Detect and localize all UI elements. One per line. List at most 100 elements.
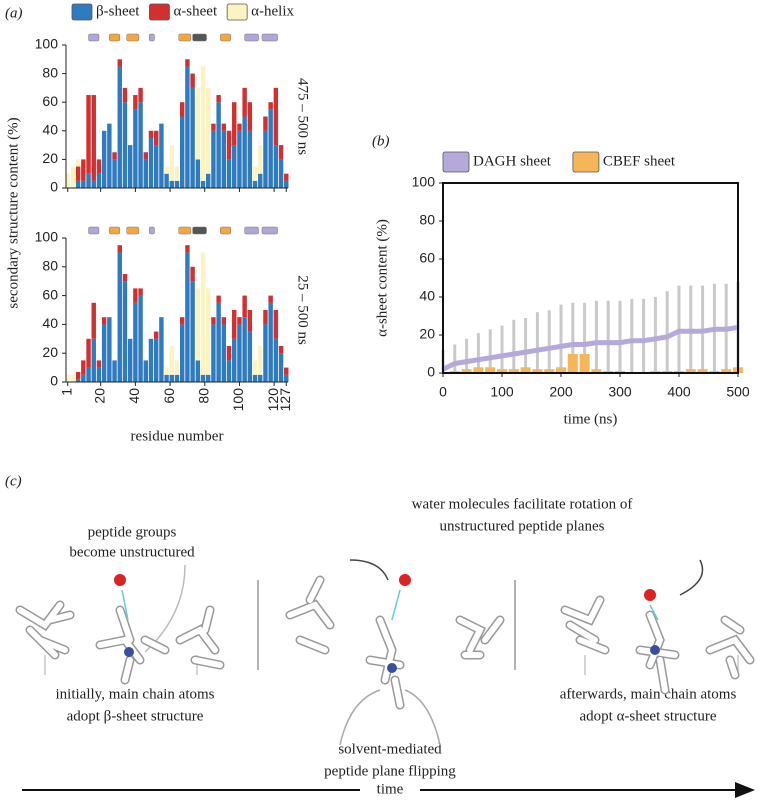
structure-band (244, 226, 259, 235)
x-axis-label: residue number (131, 428, 224, 444)
bar-segment (75, 180, 81, 188)
diagram-decor (22, 559, 755, 798)
bar-segment (268, 295, 273, 303)
bar-segment (226, 360, 232, 382)
bar-segment (258, 346, 263, 375)
structure-band (261, 226, 278, 235)
pointer (404, 689, 441, 746)
bar-segment (216, 102, 221, 188)
bar-segment (81, 360, 86, 375)
bar-segment (273, 338, 279, 382)
structure-band (192, 33, 207, 42)
bar-segment (179, 102, 185, 117)
bar-segment (179, 116, 185, 188)
y-tick-label: 100 (35, 229, 59, 245)
structure-band (149, 33, 155, 42)
bar (556, 367, 566, 373)
bar-segment (112, 159, 117, 188)
note-line: afterwards, main chain atoms (560, 686, 737, 702)
bar-segment (153, 130, 159, 146)
bar-segment (221, 317, 227, 325)
hbond (121, 589, 129, 621)
legend-swatch (442, 151, 470, 173)
bar-segment (107, 317, 112, 382)
bar-segment (65, 374, 70, 382)
bar-segment (153, 331, 159, 339)
molecules (15, 574, 755, 710)
bar-segment (133, 288, 138, 303)
note-line: solvent-mediated (338, 741, 442, 757)
bar-segment (190, 266, 195, 282)
bar-segment (278, 346, 284, 354)
bar-segment (206, 288, 211, 375)
atom (399, 574, 411, 586)
bar-segment (263, 130, 268, 188)
bar-segment (174, 374, 180, 382)
y-tick-label: 80 (419, 212, 435, 228)
bar-segment (284, 173, 289, 181)
structure-band (244, 33, 259, 42)
x-tick-label: 500 (726, 384, 750, 400)
bar-segment (122, 281, 128, 382)
bar-segment (101, 324, 107, 382)
panel-label: (a) (5, 5, 23, 21)
bar (685, 369, 696, 373)
bar-segment (148, 130, 154, 138)
bar-segment (159, 123, 164, 188)
bar-segment (200, 66, 206, 181)
structure-band (261, 33, 278, 42)
y-tick-label: 20 (419, 326, 435, 342)
bar-segment (86, 338, 91, 368)
note-line: water molecules facilitate rotation of (412, 496, 633, 512)
note-line: peptide plane flipping (324, 763, 456, 779)
bar (591, 369, 602, 373)
bar-segment (75, 166, 81, 181)
bar-segment (70, 166, 76, 188)
bar (520, 367, 531, 373)
x-tick-label: 40 (126, 388, 142, 404)
atom (650, 645, 660, 655)
molecule-fill (17, 577, 753, 708)
bar-segment (91, 95, 96, 181)
bar (473, 367, 484, 373)
bar-segment (268, 109, 273, 188)
bar-segment (86, 95, 91, 174)
bar-segment (179, 317, 185, 325)
structure-band (88, 33, 100, 42)
plot-frame (442, 182, 739, 374)
bar-segment (164, 367, 169, 375)
bar-segment (117, 59, 122, 67)
bar-segment (211, 123, 216, 131)
bar-segment (195, 159, 201, 188)
x-tick-label: 80 (195, 388, 211, 404)
subtitle: 475 – 500 ns (295, 78, 311, 155)
bar (485, 367, 496, 373)
structure-band (178, 226, 192, 235)
y-tick-label: 80 (42, 258, 58, 274)
bar-segment (273, 87, 279, 146)
subtitle: 25 – 500 ns (295, 275, 311, 345)
legend-label: DAGH sheet (473, 153, 552, 169)
structure-band (109, 33, 121, 42)
bar-segment (91, 302, 96, 339)
bar-segment (179, 324, 185, 382)
bar-segment (200, 374, 206, 382)
x-tick-label: 100 (490, 384, 514, 400)
bar-segment (143, 152, 148, 160)
bar-segment (143, 360, 148, 382)
water (114, 574, 660, 673)
line (441, 324, 739, 372)
bar-segment (70, 374, 76, 382)
bar-segment (242, 87, 247, 117)
bar-segment (278, 145, 284, 160)
x-tick-label: 100 (230, 388, 246, 412)
y-tick-label: 80 (42, 64, 58, 80)
x-tick-label: 200 (549, 384, 573, 400)
bar-segment (226, 159, 232, 188)
bar-segment (221, 324, 227, 382)
structure-band (178, 33, 192, 42)
bar-segment (258, 173, 263, 188)
bar-segment (127, 338, 133, 382)
bar-segment (268, 302, 273, 382)
bar (567, 354, 578, 373)
